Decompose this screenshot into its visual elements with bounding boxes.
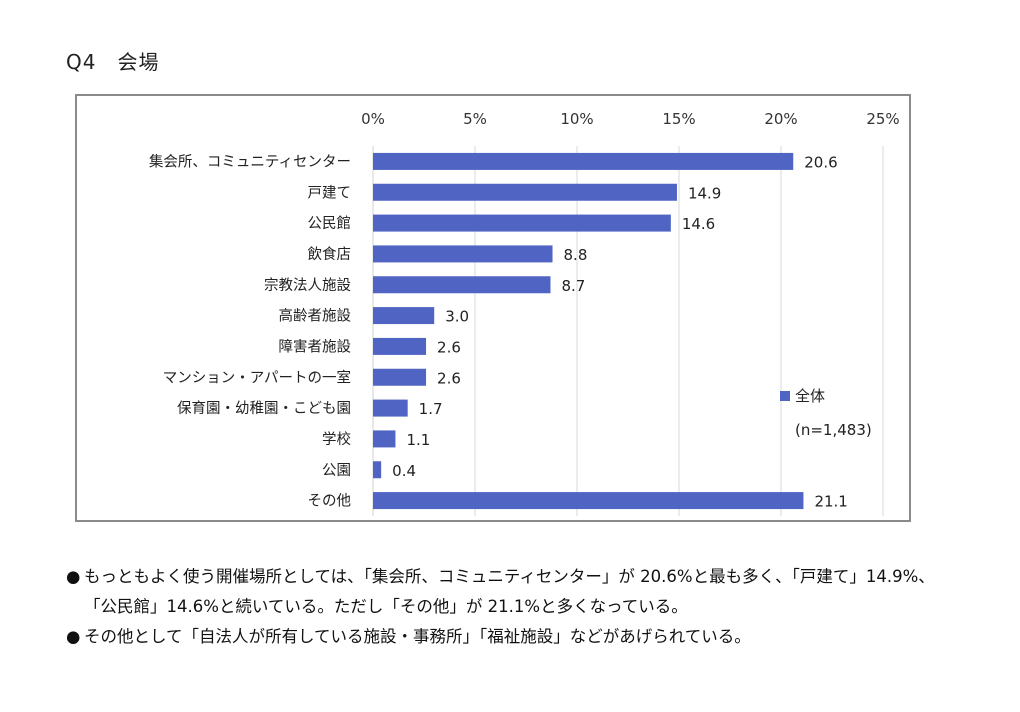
category-label: 戸建て [308, 184, 352, 201]
bar [373, 183, 677, 201]
note-item: ● その他として「自法人が所有している施設・事務所」「福祉施設」などがあげられて… [66, 622, 946, 652]
bar [373, 307, 435, 325]
x-tick-label: 20% [764, 110, 797, 128]
data-label: 1.1 [406, 431, 430, 449]
bar [373, 368, 427, 386]
bar [373, 337, 427, 355]
x-tick-label: 15% [662, 110, 695, 128]
data-label: 14.6 [682, 215, 715, 233]
x-tick-label: 0% [361, 110, 385, 128]
data-label: 8.7 [561, 277, 585, 295]
data-label: 14.9 [688, 184, 721, 202]
x-tick-label: 10% [560, 110, 593, 128]
x-tick-label: 25% [866, 110, 899, 128]
page-title: Q4 会場 [66, 50, 160, 74]
bar [373, 492, 804, 510]
note-item: ● もっともよく使う開催場所としては、「集会所、コミュニティセンター」が 20.… [66, 562, 946, 622]
category-label: 飲食店 [308, 246, 352, 263]
category-label: 高齢者施設 [279, 308, 352, 325]
data-label: 21.1 [814, 493, 847, 511]
category-label: 公民館 [308, 215, 352, 232]
data-label: 0.4 [392, 462, 416, 480]
bullet-icon: ● [66, 627, 81, 646]
data-label: 2.6 [437, 369, 461, 387]
bar [373, 214, 671, 232]
bar [373, 461, 382, 479]
note-text: その他として「自法人が所有している施設・事務所」「福祉施設」などがあげられている… [84, 627, 751, 646]
legend-swatch [780, 391, 790, 401]
data-label: 8.8 [564, 246, 588, 264]
summary-notes: ● もっともよく使う開催場所としては、「集会所、コミュニティセンター」が 20.… [66, 562, 946, 652]
bar [373, 152, 794, 170]
category-label: 宗教法人施設 [264, 277, 351, 294]
note-text: もっともよく使う開催場所としては、「集会所、コミュニティセンター」が 20.6%… [84, 567, 935, 616]
bar-chart: 0% 5% 10% 15% 20% 25% 集会所、コミュニティセンター 20.6 戸建て 14.… [149, 110, 900, 516]
bar [373, 276, 551, 294]
bar [373, 399, 408, 417]
x-tick-label: 5% [463, 110, 487, 128]
category-label: 集会所、コミュニティセンター [149, 153, 351, 170]
category-label: 公園 [322, 463, 351, 479]
category-label: 学校 [322, 431, 351, 448]
legend-label: 全体 [795, 387, 825, 405]
bar [373, 245, 553, 263]
category-label: マンション・アパートの一室 [163, 369, 351, 386]
data-label: 1.7 [419, 400, 443, 418]
category-label: 障害者施設 [279, 337, 352, 355]
chart-container: 0% 5% 10% 15% 20% 25% 集会所、コミュニティセンター 20.6 戸建て 14.… [75, 94, 911, 522]
data-label: 2.6 [437, 338, 461, 356]
category-label: その他 [308, 493, 352, 510]
data-label: 20.6 [804, 153, 837, 171]
bullet-icon: ● [66, 567, 81, 586]
category-label: 保育園・幼稚園・こども園 [177, 400, 351, 417]
bar [373, 430, 396, 448]
data-label: 3.0 [445, 308, 469, 326]
legend-note: (n=1,483) [795, 421, 872, 439]
